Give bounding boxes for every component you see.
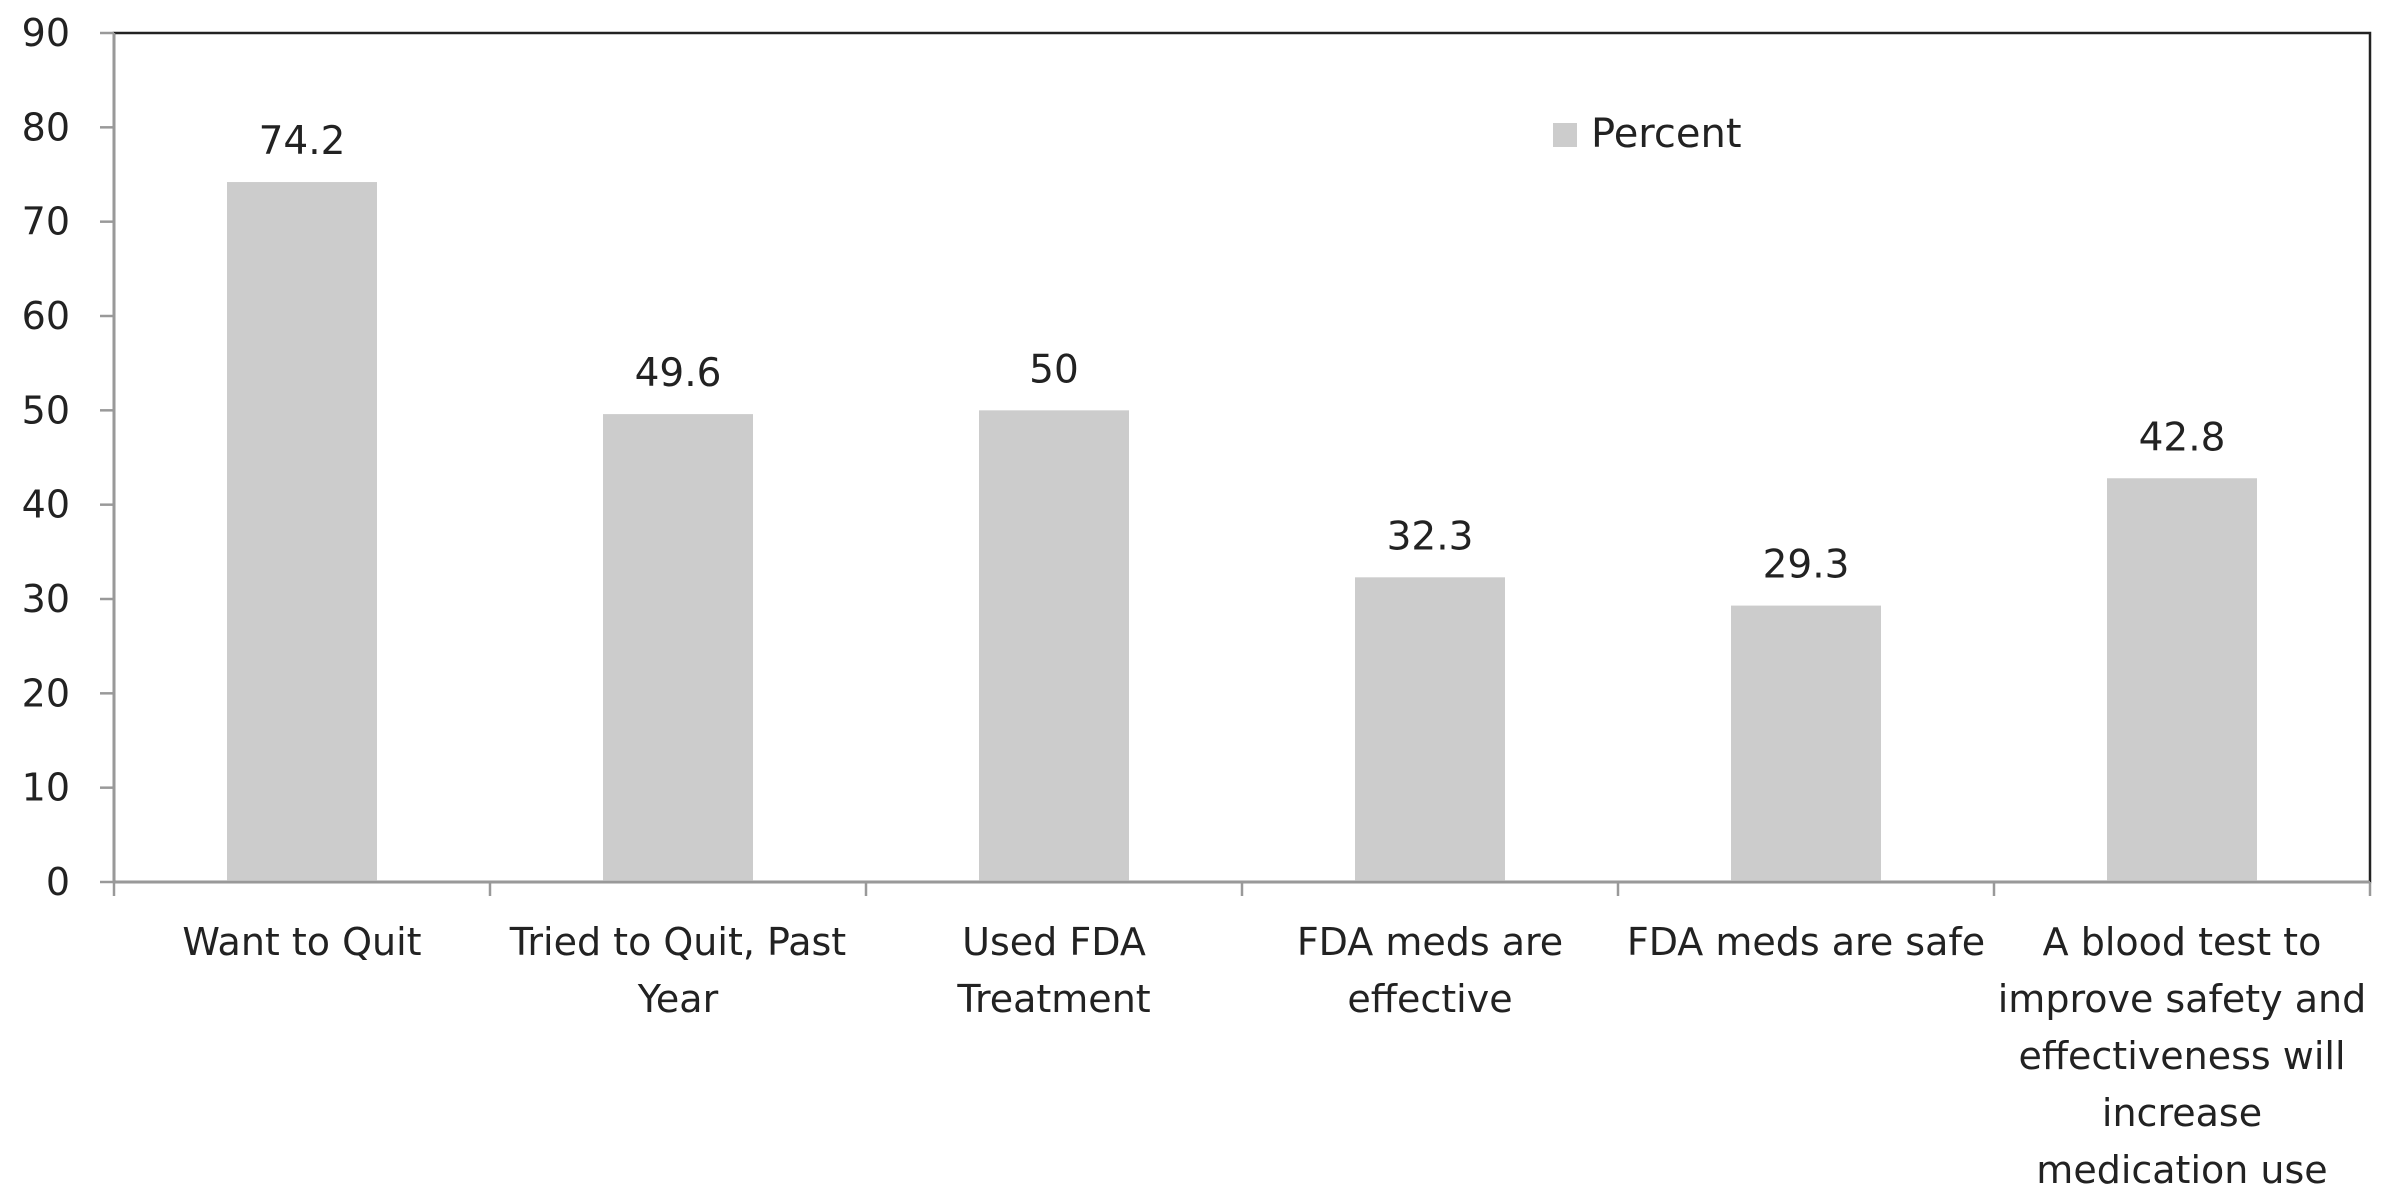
y-tick-label: 50	[22, 388, 70, 432]
x-category-label: FDA meds are effective	[1296, 920, 1564, 1021]
y-tick-label: 90	[22, 11, 70, 55]
y-tick-label: 10	[22, 766, 70, 810]
bar	[227, 182, 377, 883]
data-label: 49.6	[635, 351, 722, 396]
bar	[1731, 605, 1881, 882]
data-label: 50	[1029, 347, 1079, 392]
legend-label: Percent	[1591, 111, 1742, 157]
x-category-label: Used FDA Treatment	[957, 920, 1151, 1021]
bar	[2107, 478, 2257, 882]
x-category-label: FDA meds are safe	[1626, 920, 1986, 964]
data-label: 74.2	[259, 119, 346, 164]
x-category-label: A blood test to improve safety and effec…	[1997, 920, 2367, 1192]
x-category-label: Want to Quit	[182, 920, 422, 964]
data-label: 29.3	[1763, 543, 1850, 588]
y-tick-label: 80	[22, 105, 70, 149]
data-label: 42.8	[2139, 415, 2226, 460]
y-tick-label: 60	[22, 294, 70, 338]
data-label: 32.3	[1387, 514, 1474, 559]
plot-frame	[112, 31, 2372, 884]
y-tick-label: 30	[22, 577, 70, 621]
y-tick-label: 0	[46, 860, 70, 904]
x-category-label: Tried to Quit, Past Year	[509, 920, 847, 1021]
y-tick-label: 20	[22, 671, 70, 715]
legend-swatch	[1553, 123, 1577, 147]
y-tick-label: 70	[22, 200, 70, 244]
y-tick-label: 40	[22, 483, 70, 527]
bar	[603, 414, 753, 882]
bar	[979, 410, 1129, 882]
bar	[1355, 577, 1505, 882]
